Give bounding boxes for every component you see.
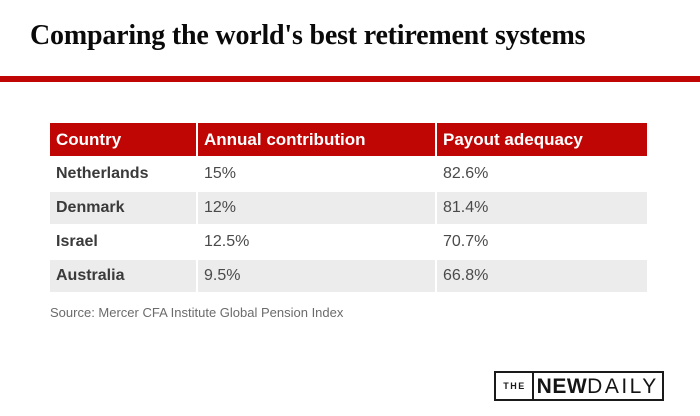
header-cell-payout-adequacy: Payout adequacy bbox=[437, 123, 647, 156]
newdaily-logo: THE NEW DAILY bbox=[494, 371, 664, 401]
logo-wordmark: NEW DAILY bbox=[534, 373, 663, 399]
cell-contribution-australia: 9.5% bbox=[198, 260, 435, 292]
logo-daily-label: DAILY bbox=[587, 374, 659, 398]
cell-contribution-netherlands: 15% bbox=[198, 158, 435, 190]
header-cell-country: Country bbox=[50, 123, 196, 156]
cell-payout-netherlands: 82.6% bbox=[437, 158, 647, 190]
cell-country-denmark: Denmark bbox=[50, 192, 196, 224]
cell-payout-israel: 70.7% bbox=[437, 226, 647, 258]
logo-new-label: NEW bbox=[536, 374, 588, 398]
page-title: Comparing the world's best retirement sy… bbox=[30, 20, 586, 51]
header-cell-annual-contribution: Annual contribution bbox=[198, 123, 435, 156]
cell-country-israel: Israel bbox=[50, 226, 196, 258]
retirement-data-table: Country Annual contribution Payout adequ… bbox=[50, 123, 647, 292]
cell-contribution-israel: 12.5% bbox=[198, 226, 435, 258]
cell-country-australia: Australia bbox=[50, 260, 196, 292]
cell-payout-australia: 66.8% bbox=[437, 260, 647, 292]
title-divider-rule bbox=[0, 76, 700, 82]
cell-payout-denmark: 81.4% bbox=[437, 192, 647, 224]
logo-the-label: THE bbox=[496, 373, 534, 399]
cell-country-netherlands: Netherlands bbox=[50, 158, 196, 190]
source-note: Source: Mercer CFA Institute Global Pens… bbox=[50, 305, 344, 320]
cell-contribution-denmark: 12% bbox=[198, 192, 435, 224]
